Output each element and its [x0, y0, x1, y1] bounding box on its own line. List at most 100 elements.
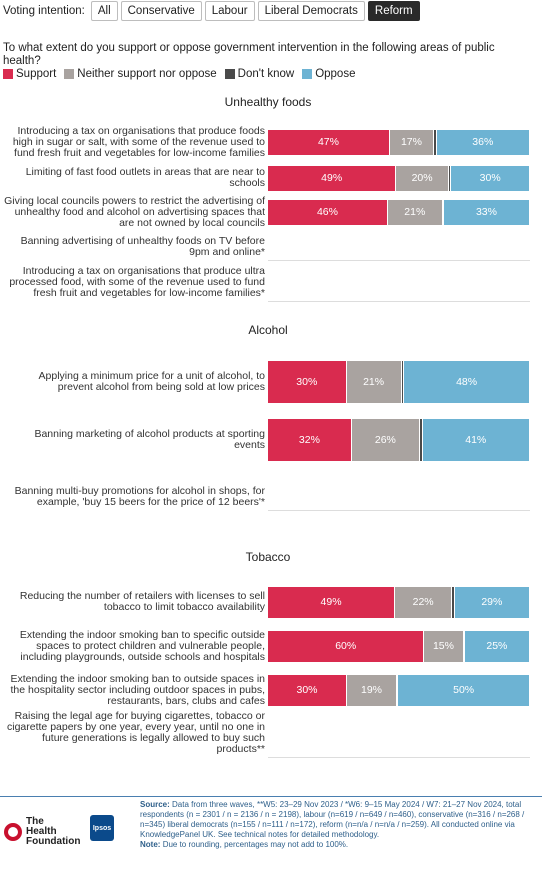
legend-support-swatch	[3, 69, 13, 79]
data-label: 60%	[335, 640, 357, 652]
row-label: Extending the indoor smoking ban to outs…	[10, 672, 266, 707]
bar-segment-dont-know[interactable]	[442, 199, 444, 225]
stacked-bar[interactable]: 30% 19% 50%	[268, 674, 530, 706]
filter-reform-button[interactable]: Reform	[367, 1, 420, 21]
bar-segment-neither[interactable]: 21%	[387, 199, 443, 225]
filter-libdem-button[interactable]: Liberal Democrats	[257, 1, 365, 21]
stacked-bar[interactable]: 46% 21% 33%	[268, 199, 530, 225]
bar-segment-neither[interactable]: 21%	[346, 361, 402, 403]
source-label: Source:	[140, 800, 170, 809]
data-label: 26%	[374, 434, 396, 446]
bar-segment-dont-know[interactable]	[452, 586, 455, 618]
bar-segment-support[interactable]: 30%	[268, 674, 347, 706]
filter-label: Voting intention:	[3, 5, 85, 17]
stacked-bar[interactable]: 49% 20% 30%	[268, 165, 530, 191]
bar-segment-neither[interactable]: 19%	[346, 674, 397, 706]
bar-segment-oppose[interactable]: 33%	[443, 199, 530, 225]
data-label: 30%	[296, 684, 318, 696]
stacked-bar[interactable]: 32% 26% 41%	[268, 419, 530, 461]
bar-segment-oppose[interactable]: 29%	[454, 586, 530, 618]
question-text: To what extent do you support or oppose …	[3, 42, 495, 67]
filter-conservative-button[interactable]: Conservative	[120, 1, 202, 21]
legend-neither: Neither support nor oppose	[64, 68, 217, 80]
bar-segment-support[interactable]: 49%	[268, 165, 397, 191]
section-title: Unhealthy foods	[224, 95, 312, 109]
footer-divider	[0, 796, 542, 797]
data-label: 32%	[298, 434, 320, 446]
voting-intention-filter: Voting intention: All Conservative Labou…	[3, 0, 423, 22]
bar-segment-support[interactable]: 60%	[268, 630, 425, 662]
row-label: Reducing the number of retailers with li…	[19, 590, 265, 613]
stacked-bar[interactable]: 30% 21% 48%	[268, 361, 530, 403]
legend-support: Support	[3, 68, 56, 80]
bar-segment-neither[interactable]: 22%	[395, 586, 453, 618]
empty-row-divider	[268, 510, 530, 511]
section-title: Tobacco	[245, 550, 291, 564]
bar-segment-neither[interactable]: 20%	[396, 165, 449, 191]
health-foundation-logo-text: The Health Foundation	[26, 816, 81, 847]
bar-segment-support[interactable]: 46%	[268, 199, 388, 225]
bar-segment-support[interactable]: 49%	[268, 586, 396, 618]
data-label: 21%	[363, 376, 385, 388]
data-label: 46%	[316, 206, 338, 218]
legend-neither-swatch	[64, 69, 75, 79]
row-label: Giving local councils powers to restrict…	[4, 194, 265, 229]
bar-segment-dont-know[interactable]	[397, 674, 399, 706]
legend-neither-label: Neither support nor oppose	[77, 68, 217, 80]
row-label: Applying a minimum price for a unit of a…	[38, 370, 265, 393]
data-label: 47%	[317, 136, 339, 148]
data-label: 30%	[296, 376, 318, 388]
bar-segment-support[interactable]: 47%	[268, 129, 390, 155]
data-label: 33%	[475, 206, 497, 218]
bar-segment-dont-know[interactable]	[463, 630, 465, 662]
row-label: Limiting of fast food outlets in areas t…	[25, 166, 265, 189]
row-label: Extending the indoor smoking ban to spec…	[19, 628, 265, 663]
source-note: Source: Data from three waves, **W5: 23–…	[140, 800, 535, 850]
data-label: 36%	[472, 136, 494, 148]
bar-segment-dont-know[interactable]	[448, 165, 452, 191]
data-label: 17%	[400, 136, 422, 148]
bar-segment-dont-know[interactable]	[419, 419, 423, 461]
note-label: Note:	[140, 840, 161, 849]
legend-dont-know-label: Don't know	[237, 68, 295, 80]
row-label: Banning marketing of alcohol products at…	[34, 428, 265, 451]
stacked-bar[interactable]: 60% 15% 25%	[268, 630, 530, 662]
data-label: 30%	[479, 172, 501, 184]
stacked-bar[interactable]: 47% 17% 36%	[268, 129, 530, 155]
bar-segment-support[interactable]: 30%	[268, 361, 347, 403]
row-label: Introducing a tax on organisations that …	[12, 124, 265, 159]
filter-all-button[interactable]: All	[90, 1, 118, 21]
row-label: Introducing a tax on organisations that …	[9, 264, 265, 299]
row-label: Banning multi-buy promotions for alcohol…	[14, 485, 265, 508]
data-label: 41%	[465, 434, 487, 446]
data-label: 29%	[481, 596, 503, 608]
section-title: Alcohol	[248, 323, 288, 337]
bar-segment-neither[interactable]: 26%	[351, 419, 420, 461]
legend-dont-know: Don't know	[224, 68, 295, 80]
bar-segment-neither[interactable]: 17%	[389, 129, 434, 155]
bar-segment-neither[interactable]: 15%	[424, 630, 464, 662]
bar-segment-oppose[interactable]: 36%	[436, 129, 530, 155]
bar-segment-support[interactable]: 32%	[268, 419, 352, 461]
empty-row-divider	[268, 260, 530, 261]
empty-row-divider	[268, 757, 530, 758]
bar-segment-oppose[interactable]: 30%	[451, 165, 530, 191]
legend-oppose-swatch	[302, 69, 313, 79]
data-label: 19%	[360, 684, 382, 696]
bar-segment-oppose[interactable]: 50%	[398, 674, 530, 706]
data-label: 49%	[320, 596, 342, 608]
data-label: 48%	[456, 376, 478, 388]
data-label: 21%	[404, 206, 426, 218]
data-label: 20%	[411, 172, 433, 184]
stacked-bar[interactable]: 49% 22% 29%	[268, 586, 530, 618]
bar-segment-dont-know[interactable]	[401, 361, 405, 403]
data-label: 49%	[321, 172, 343, 184]
chart-legend: Support Neither support nor oppose Don't…	[3, 68, 363, 80]
filter-labour-button[interactable]: Labour	[204, 1, 255, 21]
legend-oppose: Oppose	[302, 68, 355, 80]
health-foundation-logo: The Health Foundation	[4, 817, 80, 847]
bar-segment-dont-know[interactable]	[434, 129, 437, 155]
bar-segment-oppose[interactable]: 25%	[464, 630, 530, 662]
bar-segment-oppose[interactable]: 41%	[422, 419, 530, 461]
bar-segment-oppose[interactable]: 48%	[404, 361, 530, 403]
